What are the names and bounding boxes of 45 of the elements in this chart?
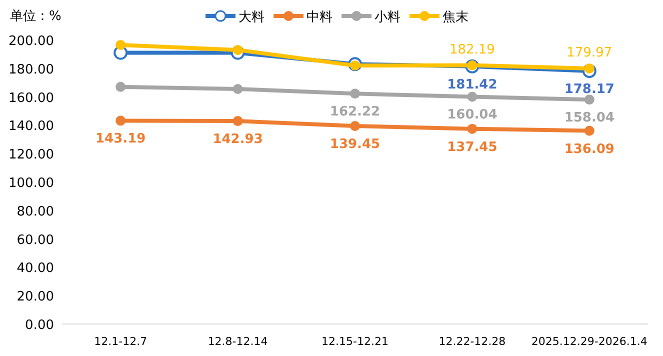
- data-label: 181.42: [447, 77, 498, 92]
- point: [116, 40, 126, 50]
- point: [232, 84, 243, 94]
- legend-label: 焦末: [442, 10, 468, 25]
- point: [584, 94, 594, 105]
- data-label: 182.19: [449, 42, 495, 58]
- y-tick-label: 80.00: [16, 204, 54, 220]
- x-tick-label: 12.15-12.21: [322, 335, 388, 348]
- data-label: 179.97: [566, 45, 612, 60]
- y-tick-label: 180.00: [8, 62, 54, 78]
- y-tick-label: 40.00: [16, 261, 54, 276]
- point: [232, 44, 243, 55]
- data-label: 142.93: [212, 132, 263, 148]
- data-label: 160.04: [447, 108, 498, 123]
- y-tick-label: 0.00: [25, 318, 54, 333]
- x-tick-label: 12.1-12.7: [94, 335, 148, 348]
- point: [116, 116, 126, 126]
- x-tick-label: 12.8-12.14: [208, 335, 268, 348]
- y-tick-label: 160.00: [8, 90, 54, 106]
- point: [116, 82, 126, 92]
- point: [467, 124, 478, 134]
- data-label: 178.17: [564, 82, 614, 97]
- y-tick-label: 120.00: [8, 148, 54, 163]
- legend-label: 中料: [306, 10, 332, 25]
- point: [232, 116, 243, 126]
- data-label: 158.04: [564, 110, 614, 126]
- y-axis-title: 单位：%: [10, 9, 62, 24]
- point: [350, 120, 360, 131]
- y-tick-label: 100.00: [8, 176, 54, 191]
- point: [584, 126, 594, 136]
- legend-label: 小料: [374, 10, 400, 25]
- y-tick-label: 20.00: [16, 290, 54, 305]
- y-tick-label: 60.00: [16, 232, 54, 248]
- point: [350, 88, 360, 99]
- data-label: 139.45: [330, 136, 380, 152]
- point: [467, 92, 478, 102]
- legend-label: 大料: [238, 10, 264, 25]
- data-label: 162.22: [330, 104, 380, 120]
- data-label: 137.45: [447, 140, 498, 155]
- data-label: 143.19: [96, 132, 146, 147]
- y-tick-label: 140.00: [8, 119, 54, 134]
- y-tick-label: 200.00: [8, 34, 54, 49]
- data-label: 136.09: [564, 142, 614, 157]
- x-tick-label: 2025.12.29-2026.1.4: [531, 335, 648, 348]
- x-tick-label: 12.22-12.28: [438, 335, 506, 348]
